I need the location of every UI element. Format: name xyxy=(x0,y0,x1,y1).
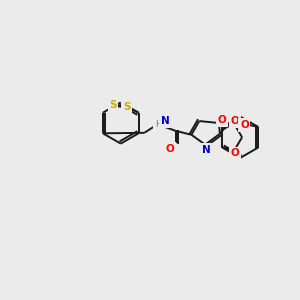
Text: S: S xyxy=(123,102,130,112)
Text: N: N xyxy=(160,116,169,126)
Text: S: S xyxy=(123,102,130,112)
Text: H: H xyxy=(155,121,161,130)
Text: S: S xyxy=(109,100,117,110)
Text: O: O xyxy=(165,143,174,154)
Text: O: O xyxy=(231,148,240,158)
Text: O: O xyxy=(231,116,240,126)
Text: N: N xyxy=(202,145,211,154)
Text: O: O xyxy=(240,120,249,130)
Text: O: O xyxy=(218,115,226,125)
